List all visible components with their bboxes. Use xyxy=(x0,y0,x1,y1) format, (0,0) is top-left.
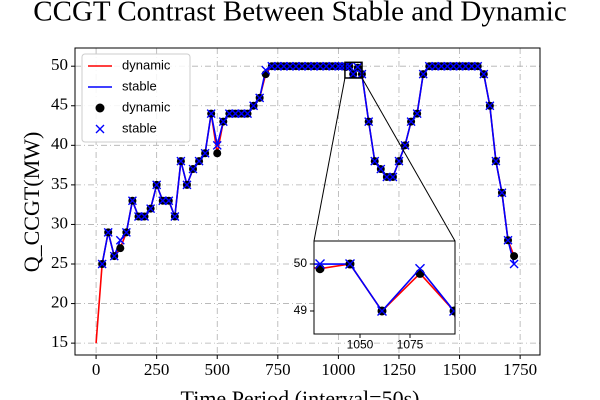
point-x xyxy=(449,305,455,316)
point-x xyxy=(152,180,162,190)
legend: dynamic stable dynamic stable xyxy=(81,53,191,143)
main-axes: 0 250 500 750 1000 1250 1500 1750 15 20 25 30 35 40 45… xyxy=(51,47,541,379)
point-x xyxy=(509,259,519,269)
x-tick-label: 750 xyxy=(265,360,291,379)
zoom-connector xyxy=(361,77,456,242)
y-tick-label: 40 xyxy=(51,134,68,153)
point xyxy=(6,260,15,269)
point-x xyxy=(485,101,495,111)
point-x xyxy=(473,61,483,71)
point-x xyxy=(212,140,222,150)
point-x xyxy=(121,227,131,237)
point-x xyxy=(243,109,253,119)
point-x xyxy=(479,69,489,79)
y-tick-label: 30 xyxy=(51,213,68,232)
point-x xyxy=(127,196,137,206)
point-x xyxy=(206,109,216,119)
point-x xyxy=(412,109,422,119)
point-x xyxy=(394,156,404,166)
plot-background xyxy=(314,241,455,334)
y-axis-label: Q_CCGT(MW) xyxy=(19,132,44,273)
point-x xyxy=(176,156,186,166)
point xyxy=(510,252,519,261)
inset-axes: 1050 1075 49 50 xyxy=(6,240,456,352)
x-tick-label: 1250 xyxy=(382,360,416,379)
point-x xyxy=(353,62,363,72)
zoom-connector xyxy=(313,77,346,242)
point xyxy=(213,149,222,158)
point-x xyxy=(109,251,119,261)
plot-frame xyxy=(74,47,541,356)
point-x xyxy=(97,259,107,269)
point-x xyxy=(503,235,513,245)
legend-label: dynamic xyxy=(122,99,171,114)
point-x xyxy=(6,260,15,269)
point-x xyxy=(345,259,355,270)
point-x xyxy=(188,164,198,174)
legend-label: dynamic xyxy=(122,57,171,72)
x-tick-label: 1000 xyxy=(321,360,355,379)
point-x xyxy=(164,196,174,206)
point-x xyxy=(497,188,507,198)
point-x xyxy=(370,156,380,166)
y-tick-label: 50 xyxy=(294,256,308,270)
data-layer xyxy=(6,259,455,321)
y-tick-label: 45 xyxy=(51,95,68,114)
point-x xyxy=(194,156,204,166)
point-x xyxy=(140,212,150,222)
point xyxy=(116,244,125,253)
point-x xyxy=(103,227,113,237)
point-x xyxy=(218,117,228,127)
x-axis-label: Time Period (interval=50s) xyxy=(181,386,420,400)
y-tick-label: 20 xyxy=(51,292,68,311)
y-tick-label: 25 xyxy=(51,253,68,272)
point-x xyxy=(200,148,210,158)
y-tick-label: 35 xyxy=(51,174,68,193)
point-x xyxy=(249,101,259,111)
point-x xyxy=(315,259,325,270)
point-x xyxy=(261,65,271,75)
x-tick-label: 1050 xyxy=(347,338,374,352)
point-x xyxy=(377,305,387,316)
point xyxy=(315,264,325,274)
plot-frame xyxy=(313,240,456,335)
legend-label: stable xyxy=(122,120,157,135)
x-tick-label: 250 xyxy=(144,360,170,379)
point-x xyxy=(491,156,501,166)
point-x xyxy=(170,212,180,222)
legend-label: stable xyxy=(122,78,157,93)
point-x xyxy=(182,180,192,190)
point-x xyxy=(376,164,386,174)
point xyxy=(261,70,270,79)
x-tick-label: 1750 xyxy=(503,360,537,379)
point-x xyxy=(415,263,425,274)
point-x xyxy=(255,93,265,103)
point-x xyxy=(406,117,416,127)
x-tick-label: 1500 xyxy=(443,360,477,379)
data-layer xyxy=(95,61,519,344)
y-tick-label: 15 xyxy=(51,332,68,351)
y-tick-label: 49 xyxy=(294,303,308,317)
x-tick-label: 1075 xyxy=(397,338,424,352)
legend-box xyxy=(81,53,191,143)
point xyxy=(415,268,425,278)
x-tick-label: 500 xyxy=(204,360,230,379)
point-x xyxy=(115,235,125,245)
point-x xyxy=(348,69,358,79)
point-x xyxy=(364,117,374,127)
x-tick-label: 0 xyxy=(92,360,101,379)
point-x xyxy=(146,204,156,214)
point-x xyxy=(344,61,354,71)
legend-dot xyxy=(95,103,105,113)
y-tick-label: 50 xyxy=(51,55,68,74)
point-x xyxy=(388,172,398,182)
point-x xyxy=(333,61,343,71)
point-x xyxy=(418,69,428,79)
chart-title: CCGT Contrast Between Stable and Dynamic xyxy=(33,0,566,28)
zoom-region xyxy=(344,61,363,79)
legend-x xyxy=(95,124,105,134)
